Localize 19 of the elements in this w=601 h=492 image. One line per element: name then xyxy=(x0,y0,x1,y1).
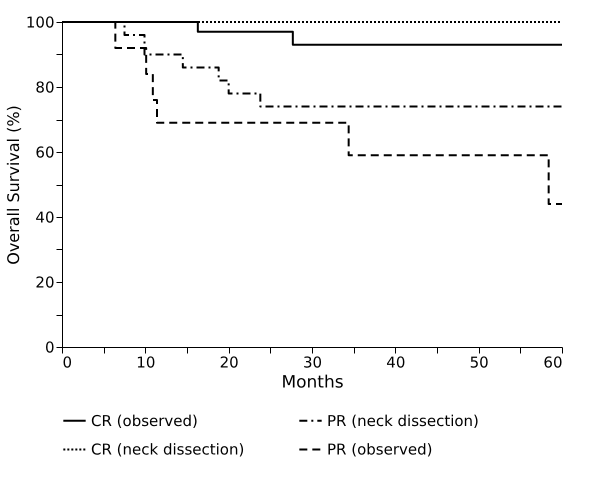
y-tick-label: 100 xyxy=(26,14,54,32)
y-tick-label: 80 xyxy=(35,78,54,96)
x-tick-label: 30 xyxy=(302,354,322,372)
y-tick-label: 60 xyxy=(35,144,54,162)
y-tick-label: 0 xyxy=(44,338,54,356)
y-tick-label: 40 xyxy=(35,208,54,226)
x-axis-title: Months xyxy=(281,372,344,392)
legend-label: CR (neck dissection) xyxy=(91,440,244,458)
x-tick-label: 50 xyxy=(470,354,489,372)
x-tick-label: 10 xyxy=(136,354,156,372)
y-axis-title: Overall Survival (%) xyxy=(4,105,23,265)
x-tick-label: 40 xyxy=(386,354,406,372)
legend-label: PR (neck dissection) xyxy=(327,412,479,430)
legend-label: PR (observed) xyxy=(327,440,432,458)
legend-label: CR (observed) xyxy=(91,412,198,430)
x-tick-label: 0 xyxy=(62,354,72,372)
y-tick-label: 20 xyxy=(35,274,54,292)
x-tick-label: 60 xyxy=(543,354,562,372)
x-tick-label: 20 xyxy=(220,354,239,372)
